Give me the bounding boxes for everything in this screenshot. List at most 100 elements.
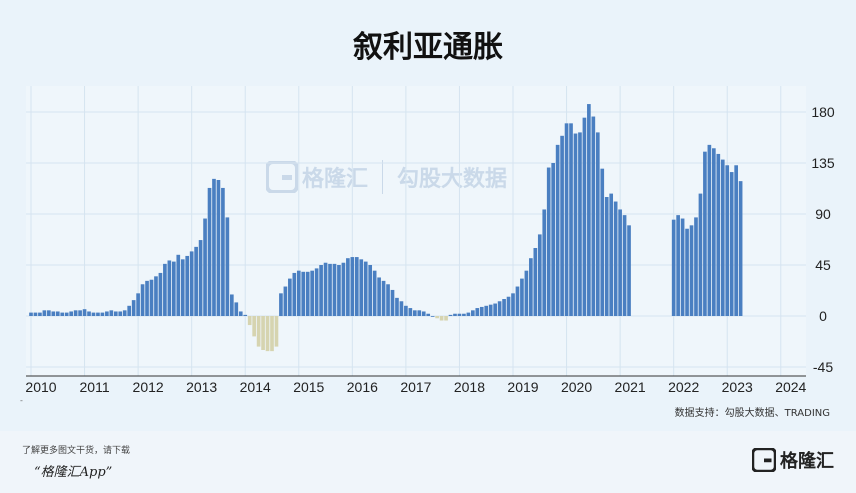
chart-bar <box>609 193 614 316</box>
chart-bar <box>305 271 310 316</box>
brand-logo-icon <box>752 448 776 472</box>
chart-bar <box>203 218 207 316</box>
x-tick-label: 2012 <box>133 379 164 395</box>
chart-bar <box>551 163 556 316</box>
chart-bar <box>462 313 466 316</box>
chart-bar <box>359 259 364 316</box>
chart-bar <box>252 316 256 337</box>
x-tick-label: 2024 <box>775 379 806 395</box>
x-tick-label: 2023 <box>722 379 753 395</box>
inflation-bar-chart: 180 135 90 45 0 -45 2010 2011 2012 2013 2014 2015 20… <box>25 86 835 395</box>
chart-bar <box>225 217 230 316</box>
chart-bar <box>60 312 65 316</box>
chart-bar <box>69 311 73 316</box>
stray-mark: - <box>20 396 23 405</box>
x-tick-label: 2010 <box>25 379 56 395</box>
chart-bar <box>163 263 167 316</box>
data-source-note: 数据支持：勾股大数据、TRADING <box>674 408 830 419</box>
y-tick-label: 135 <box>811 155 835 171</box>
chart-bar <box>546 167 551 316</box>
chart-bar <box>542 209 547 316</box>
chart-bar <box>395 297 399 316</box>
chart-bar <box>354 257 359 316</box>
chart-bar <box>511 293 515 316</box>
chart-bar <box>64 312 69 316</box>
chart-bar <box>154 276 158 316</box>
chart-bar <box>720 159 725 316</box>
chart-bar <box>475 308 480 316</box>
y-tick-label: 90 <box>815 206 831 222</box>
chart-bar <box>390 289 395 316</box>
chart-bar <box>680 218 685 316</box>
chart-bar <box>729 172 734 316</box>
chart-bar <box>238 311 243 316</box>
chart-bar <box>502 299 506 316</box>
chart-bar <box>82 309 87 316</box>
chart-bar <box>118 311 123 316</box>
chart-bar <box>564 123 569 316</box>
chart-bar <box>698 193 703 316</box>
chart-bar <box>694 217 698 316</box>
chart-bar <box>73 310 78 316</box>
chart-bar <box>520 278 524 316</box>
chart-bar <box>47 310 51 316</box>
chart-bar <box>712 148 716 316</box>
chart-bar <box>212 178 216 316</box>
y-tick-label: 0 <box>819 308 827 324</box>
chart-bar <box>55 311 60 316</box>
x-tick-label: 2015 <box>293 379 324 395</box>
chart-bar <box>363 261 368 316</box>
chart-bar <box>78 310 82 316</box>
chart-bar <box>314 268 319 316</box>
chart-bar <box>439 316 444 321</box>
chart-bar <box>600 168 605 316</box>
chart-bar <box>270 316 274 352</box>
chart-bar <box>113 311 118 316</box>
y-tick-label: -45 <box>813 359 833 375</box>
chart-bar <box>109 310 114 316</box>
footer-note: 了解更多图文干货，请下载 <box>22 446 131 456</box>
chart-bar <box>131 300 136 316</box>
chart-bar <box>145 280 149 316</box>
chart-bar <box>261 316 265 350</box>
chart-bar <box>707 144 712 316</box>
chart-bar <box>408 308 413 316</box>
chart-bar <box>488 304 493 316</box>
chart-bar <box>127 305 132 316</box>
x-tick-label: 2011 <box>80 379 110 395</box>
chart-bar <box>122 310 127 316</box>
chart-bar <box>573 133 578 316</box>
x-tick-label: 2014 <box>240 379 271 395</box>
chart-bar <box>716 153 721 316</box>
chart-bar <box>332 263 337 316</box>
chart-area: 180 135 90 45 0 -45 2010 2011 2012 2013 2014 2015 20… <box>0 80 856 400</box>
y-tick-label: 180 <box>811 104 835 120</box>
chart-bar <box>676 215 680 316</box>
chart-bar <box>738 181 743 316</box>
chart-bar <box>430 316 435 317</box>
chart-bar <box>404 305 408 316</box>
chart-bar <box>279 293 283 316</box>
chart-bar <box>310 270 314 316</box>
chart-bar <box>466 312 471 316</box>
chart-bar <box>448 314 453 316</box>
chart-bar <box>417 310 422 316</box>
chart-bar <box>377 277 381 316</box>
chart-bar <box>243 314 248 316</box>
chart-bar <box>149 279 154 316</box>
chart-bar <box>587 104 591 316</box>
chart-bar <box>537 234 542 316</box>
chart-bar <box>198 240 203 316</box>
chart-bar <box>221 187 225 316</box>
y-tick-label: 45 <box>815 257 831 273</box>
chart-bar <box>350 257 355 316</box>
chart-bar <box>618 209 622 316</box>
chart-bar <box>555 144 560 316</box>
chart-bar <box>230 294 234 316</box>
chart-bar <box>479 306 484 316</box>
chart-bar <box>734 165 738 316</box>
chart-bar <box>288 278 292 316</box>
chart-bar <box>582 117 587 316</box>
chart-bar <box>421 311 426 316</box>
chart-bar <box>185 255 190 316</box>
